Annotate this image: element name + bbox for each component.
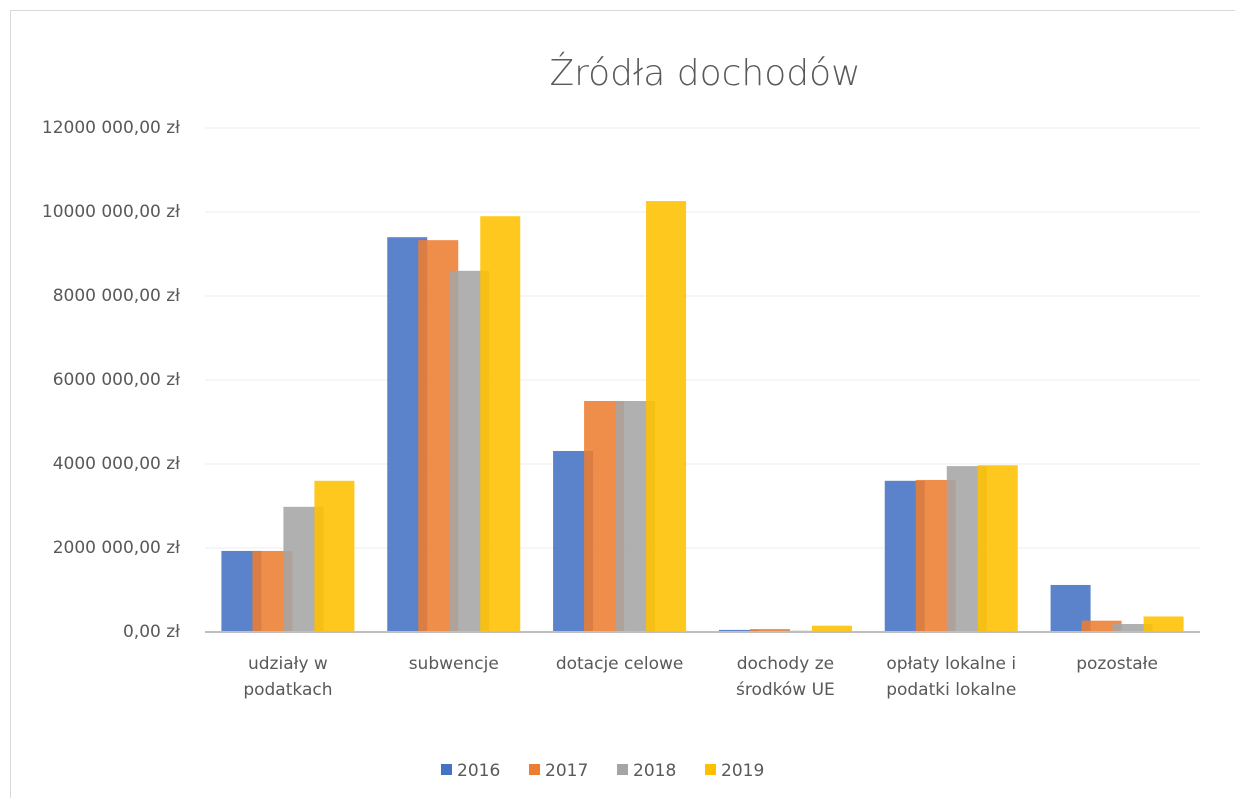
y-tick-label: 6000 000,00 zł — [53, 370, 180, 390]
bar — [977, 465, 1018, 632]
legend-label: 2017 — [545, 761, 588, 781]
legend-swatch — [529, 764, 540, 775]
y-tick-label: 10000 000,00 zł — [42, 202, 180, 222]
chart-frame — [10, 10, 1235, 798]
y-tick-label: 4000 000,00 zł — [53, 454, 180, 474]
x-tick-label: pozostałe — [1076, 654, 1158, 674]
legend-label: 2016 — [457, 761, 500, 781]
x-tick-label: subwencje — [408, 654, 499, 674]
chart-title: Źródła dochodów — [549, 52, 860, 94]
y-tick-label: 2000 000,00 zł — [53, 538, 180, 558]
bar — [1081, 620, 1122, 632]
bar — [314, 480, 355, 632]
legend-label: 2018 — [633, 761, 676, 781]
x-tick-label: udziały w podatkach — [243, 654, 333, 700]
legend-swatch — [617, 764, 628, 775]
y-tick-label: 8000 000,00 zł — [53, 286, 180, 306]
bar — [749, 629, 790, 632]
y-tick-label: 0,00 zł — [123, 622, 180, 642]
bar — [1112, 624, 1153, 632]
bar — [646, 201, 687, 632]
x-tick-label: opłaty lokalne i podatki lokalne — [886, 654, 1017, 700]
legend-swatch — [441, 764, 452, 775]
bar — [811, 625, 852, 632]
legend-label: 2019 — [721, 761, 764, 781]
bar — [1143, 616, 1184, 632]
x-tick-label: dotacje celowe — [555, 654, 684, 674]
x-tick-label: dochody ze środków UE — [736, 654, 835, 700]
y-tick-label: 12000 000,00 zł — [42, 118, 180, 138]
bar — [718, 629, 759, 632]
bar — [480, 216, 521, 632]
legend-swatch — [705, 764, 716, 775]
